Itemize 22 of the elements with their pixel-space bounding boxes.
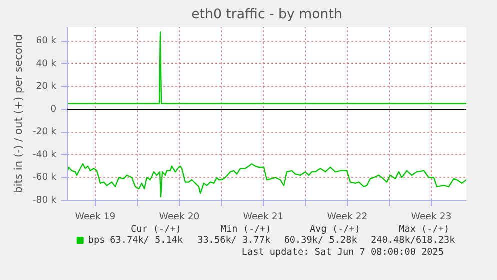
- x-tick-label: Week 22: [327, 212, 368, 222]
- text: 33.56k/ 3.77k: [198, 235, 272, 246]
- x-tick-label: Week 20: [159, 212, 200, 222]
- x-tick-label: Week 21: [243, 212, 284, 222]
- text: 240.48k/618.23k: [371, 235, 456, 246]
- y-tick-label: -60 k: [32, 172, 58, 184]
- x-tick-label: Week 19: [75, 212, 116, 222]
- y-tick-label: -20 k: [32, 126, 58, 138]
- text: 63.74k/ 5.14k: [110, 235, 184, 246]
- y-tick-label: -80 k: [32, 195, 58, 206]
- legend-label: bps: [88, 235, 106, 246]
- y-tick-label: 20 k: [36, 81, 58, 92]
- y-tick-label: 40 k: [36, 58, 58, 70]
- y-tick-label: 60 k: [36, 36, 58, 47]
- y-tick-label: -40 k: [32, 149, 58, 160]
- text: Last update: Sat Jun 7 08:00:00 2025: [242, 247, 444, 258]
- y-axis-title: bits in (-) / out (+) per second: [12, 34, 25, 194]
- line-series: [68, 163, 466, 198]
- x-tick-label: Week 23: [411, 212, 452, 222]
- text: 60.39k/ 5.28k: [284, 235, 358, 246]
- y-tick-label: 0: [50, 104, 57, 115]
- chart-title: eth0 traffic - by month: [192, 8, 342, 22]
